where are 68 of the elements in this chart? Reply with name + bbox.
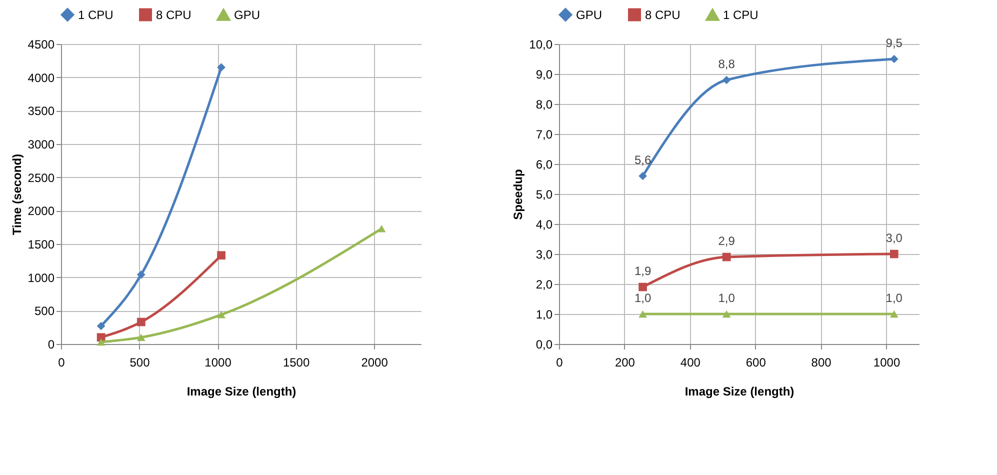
y-tick-label: 1,0 [536,308,553,322]
legend-label: 8 CPU [156,8,192,22]
point [217,251,226,260]
x-axis-title: Image Size (length) [186,384,296,398]
y-tick-label: 4,0 [536,218,553,232]
y-tick-label: 2000 [28,204,55,218]
legend-label: GPU [576,8,602,22]
point [722,252,731,262]
y-tick-label: 4500 [28,38,55,52]
x-tick-label: 1500 [282,356,310,370]
point [136,270,146,279]
x-tick-label: 600 [746,356,766,370]
legend-label: 1 CPU [723,8,758,22]
point [136,334,146,341]
data-label: 5,6 [634,153,652,167]
x-tick-label: 200 [614,356,636,370]
y-axis-title: Speedup [511,169,526,220]
data-label: 8,8 [718,57,736,71]
data-label: 1,0 [718,291,736,305]
y-tick-label: 2500 [28,170,55,185]
data-label: 1,9 [634,264,652,278]
y-tick-label: 9,0 [536,68,553,82]
y-tick-label: 10,0 [529,38,553,52]
point [722,310,731,318]
point [96,322,106,330]
x-tick-label: 0 [58,356,66,370]
y-tick-label: 500 [34,304,55,318]
y-tick-label: 3000 [28,138,55,152]
legend-label: GPU [234,8,260,22]
x-tick-label: 1000 [204,356,232,370]
legend-label: 8 CPU [645,8,680,22]
y-tick-label: 8,0 [536,98,553,112]
y-tick-label: 7,0 [536,128,553,142]
y-tick-label: 6,0 [536,158,553,172]
point [96,338,106,346]
y-tick-label: 3,0 [536,248,553,262]
point [377,225,386,232]
data-label: 3,0 [886,231,903,245]
x-tick-label: 0 [556,356,564,370]
point [638,310,647,318]
y-tick-label: 1500 [28,238,55,252]
y-tick-label: 1000 [28,270,55,285]
y-tick-label: 2,0 [536,278,553,292]
point [638,282,647,292]
data-label: 1,0 [634,291,652,305]
y-axis-title: Time (second) [10,154,24,236]
x-tick-label: 1000 [873,356,900,370]
point [136,318,146,326]
y-tick-label: 4000 [28,70,55,85]
point [638,172,647,180]
data-label: 9,5 [886,36,903,50]
legend-label: 1 CPU [78,8,114,22]
x-tick-label: 2000 [361,356,388,370]
y-tick-label: 5,0 [536,188,553,202]
y-tick-label: 0 [48,338,55,352]
point [217,311,226,318]
data-label: 1,0 [886,291,903,305]
x-tick-label: 500 [130,356,150,370]
point [890,310,898,318]
y-tick-label: 3500 [28,104,55,118]
data-label: 2,9 [718,234,736,248]
point [890,250,898,258]
point [722,76,731,84]
x-axis-title: Image Size (length) [684,384,794,398]
x-tick-label: 800 [811,356,832,370]
x-tick-label: 400 [680,356,701,370]
y-tick-label: 0,0 [536,338,553,352]
point [217,63,226,72]
